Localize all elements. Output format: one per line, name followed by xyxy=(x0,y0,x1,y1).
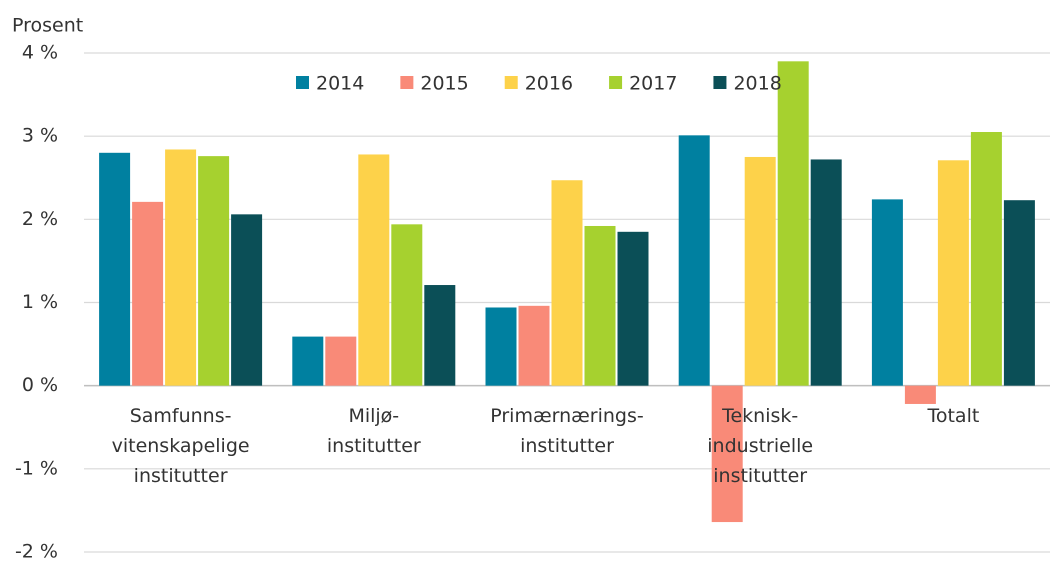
bar xyxy=(1003,200,1035,386)
x-tick-label: Samfunns- vitenskapelige institutter xyxy=(111,405,250,487)
legend-label: 2014 xyxy=(316,73,364,95)
bar xyxy=(810,159,842,386)
legend-label: 2015 xyxy=(420,73,468,95)
bar xyxy=(292,336,324,386)
y-tick-label: 3 % xyxy=(22,125,58,147)
bar xyxy=(744,156,776,386)
bar xyxy=(424,285,456,386)
bar xyxy=(325,336,357,386)
bar xyxy=(904,385,936,404)
bar xyxy=(617,231,649,386)
bar xyxy=(678,135,710,386)
x-tick-label: Primærnærings- institutter xyxy=(490,405,644,457)
y-tick-label: -1 % xyxy=(15,457,58,479)
y-tick-label: 4 % xyxy=(22,42,58,64)
legend-swatch xyxy=(400,76,414,89)
legend-label: 2017 xyxy=(629,73,677,95)
bar xyxy=(584,225,616,386)
bar xyxy=(165,149,197,386)
legend-swatch xyxy=(609,76,623,89)
bar xyxy=(231,214,263,386)
legend-swatch xyxy=(713,76,727,89)
bar xyxy=(871,199,903,386)
legend-label: 2016 xyxy=(525,73,573,95)
bar xyxy=(198,156,230,386)
bar xyxy=(937,160,969,386)
legend-swatch xyxy=(504,76,518,89)
x-tick-label: Teknisk- industrielle institutter xyxy=(707,405,814,487)
y-tick-label: -2 % xyxy=(15,541,58,561)
legend-label: 2018 xyxy=(733,73,781,95)
bar xyxy=(132,201,164,386)
bar xyxy=(358,154,390,386)
y-tick-label: 2 % xyxy=(22,208,58,230)
bar xyxy=(970,132,1002,386)
bar xyxy=(551,180,583,386)
bar xyxy=(518,305,550,386)
legend-swatch xyxy=(296,76,309,89)
x-tick-label: Totalt xyxy=(927,405,980,427)
bar xyxy=(711,385,743,523)
bar xyxy=(391,224,423,386)
bar xyxy=(485,307,517,386)
bar xyxy=(99,152,131,386)
bar xyxy=(777,61,809,386)
y-tick-label: 1 % xyxy=(22,291,58,313)
y-axis-label: Prosent xyxy=(12,15,83,37)
y-tick-label: 0 % xyxy=(22,374,58,396)
x-tick-label: Miljø- institutter xyxy=(326,405,421,457)
